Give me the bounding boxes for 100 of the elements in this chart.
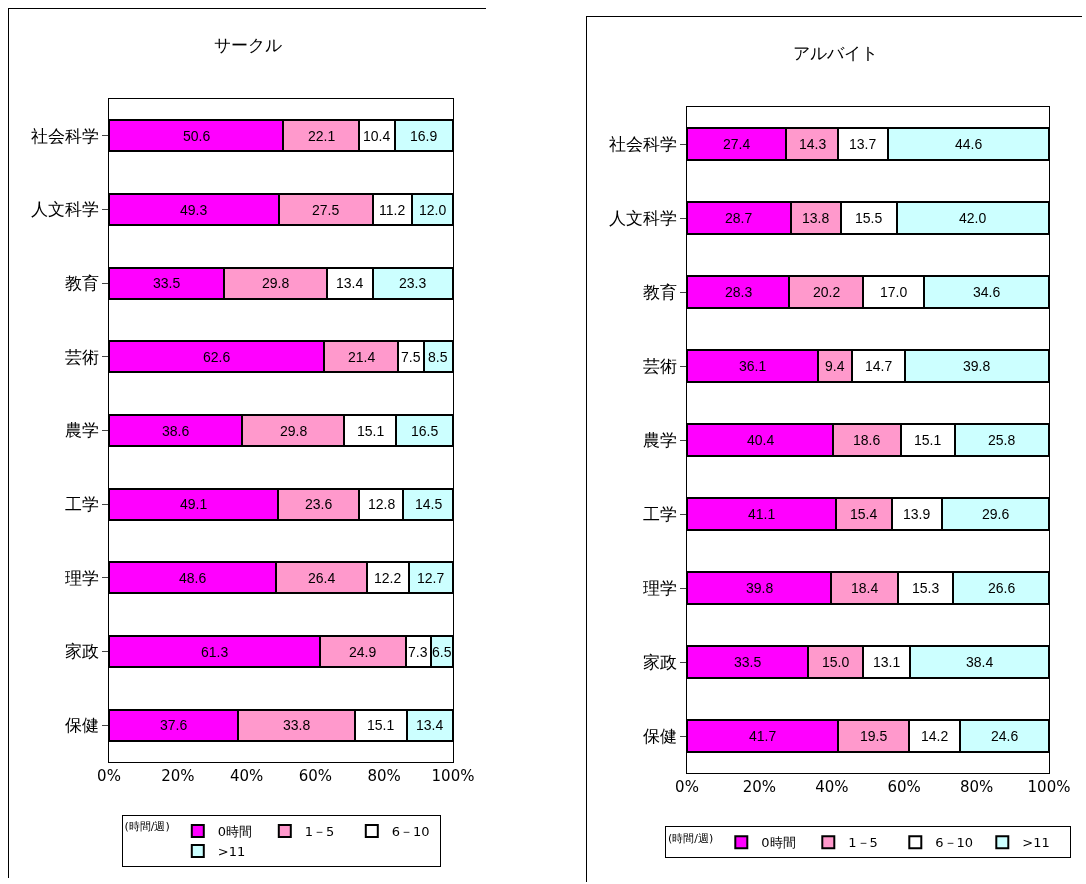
data-label: 13.4: [336, 275, 364, 291]
data-label: 23.3: [399, 275, 427, 291]
x-tick-label: 20%: [742, 778, 777, 796]
legend-label: 1－5: [848, 835, 878, 851]
data-label: 18.4: [851, 580, 879, 596]
data-label: 26.6: [988, 580, 1016, 596]
legend-label: 0時間: [217, 824, 253, 840]
data-label: 42.0: [959, 210, 987, 226]
data-label: 15.4: [850, 506, 878, 522]
data-label: 11.2: [379, 202, 406, 218]
data-label: 19.5: [860, 728, 888, 744]
y-tick-label: 人文科学: [608, 207, 677, 228]
data-label: 12.2: [374, 570, 402, 586]
data-label: 18.6: [853, 432, 881, 448]
data-label: 41.7: [749, 728, 777, 744]
data-label: 21.4: [348, 349, 376, 365]
y-tick-label: 人文科学: [30, 199, 99, 220]
data-label: 48.6: [179, 570, 207, 586]
x-tick-label: 80%: [959, 778, 994, 796]
legend-label: 0時間: [761, 835, 796, 851]
data-label: 13.8: [802, 210, 830, 226]
data-label: 50.6: [183, 128, 211, 144]
y-tick-label: 工学: [642, 503, 677, 524]
x-tick-label: 40%: [229, 767, 264, 785]
data-label: 37.6: [160, 717, 188, 733]
data-label: 33.5: [153, 275, 181, 291]
y-tick-label: 教育: [64, 273, 99, 294]
data-label: 14.3: [799, 136, 827, 152]
x-tick-label: 60%: [887, 778, 921, 796]
data-label: 62.6: [203, 349, 231, 365]
data-label: 14.5: [415, 496, 443, 512]
data-label: 15.3: [912, 580, 940, 596]
data-label: 49.3: [180, 202, 208, 218]
data-label: 12.0: [419, 202, 447, 218]
data-label: 13.1: [873, 654, 901, 670]
data-label: 16.9: [410, 128, 438, 144]
y-tick-label: 保健: [642, 725, 677, 746]
data-label: 39.8: [746, 580, 774, 596]
legend-title: (時間/週): [124, 820, 170, 834]
data-label: 29.6: [982, 506, 1010, 522]
data-label: 27.5: [312, 202, 340, 218]
x-tick-label: 0%: [97, 767, 121, 785]
data-label: 7.3: [408, 644, 428, 660]
data-label: 15.1: [914, 432, 942, 448]
y-tick-label: 芸術: [642, 355, 677, 376]
x-tick-label: 20%: [161, 767, 195, 785]
data-label: 12.7: [417, 570, 445, 586]
y-tick-label: 社会科学: [30, 125, 99, 146]
data-label: 38.4: [966, 654, 994, 670]
data-label: 15.0: [822, 654, 850, 670]
y-tick-label: 農学: [64, 420, 99, 441]
data-label: 13.7: [849, 136, 877, 152]
data-label: 27.4: [723, 136, 751, 152]
data-label: 36.1: [739, 358, 767, 374]
y-tick-label: 教育: [642, 281, 677, 302]
chart-title: サークル: [214, 35, 282, 56]
data-label: 40.4: [747, 432, 775, 448]
x-tick-label: 100%: [431, 767, 475, 785]
data-label: 15.5: [855, 210, 883, 226]
y-tick-label: 芸術: [64, 346, 99, 367]
data-label: 20.2: [813, 284, 841, 300]
data-label: 9.4: [825, 358, 845, 374]
data-label: 7.5: [401, 349, 421, 365]
x-tick-label: 40%: [815, 778, 849, 796]
data-label: 14.7: [865, 358, 893, 374]
y-tick-label: 理学: [642, 577, 677, 598]
legend-label: 1－5: [304, 824, 335, 840]
data-label: 34.6: [973, 284, 1001, 300]
data-label: 33.8: [283, 717, 311, 733]
data-label: 13.9: [903, 506, 931, 522]
data-label: 12.8: [368, 496, 396, 512]
legend-title: (時間/週): [668, 831, 714, 845]
data-label: 22.1: [308, 128, 336, 144]
data-label: 29.8: [262, 275, 290, 291]
x-tick-label: 0%: [675, 778, 699, 796]
data-label: 28.3: [725, 284, 753, 300]
data-label: 6.5: [432, 644, 452, 660]
data-label: 33.5: [734, 654, 762, 670]
data-label: 41.1: [748, 506, 776, 522]
legend-label: 6－10: [391, 824, 430, 840]
data-label: 10.4: [363, 128, 391, 144]
legend-label: 6－10: [935, 835, 974, 851]
y-tick-label: 農学: [642, 429, 677, 450]
data-label: 26.4: [308, 570, 336, 586]
x-tick-label: 80%: [367, 767, 401, 785]
data-label: 38.6: [162, 423, 190, 439]
data-label: 8.5: [428, 349, 448, 365]
data-label: 24.6: [991, 728, 1019, 744]
x-tick-label: 60%: [298, 767, 333, 785]
data-label: 14.2: [921, 728, 949, 744]
y-tick-label: 家政: [64, 641, 99, 662]
data-label: 24.9: [349, 644, 377, 660]
y-tick-label: 保健: [64, 715, 99, 736]
data-label: 39.8: [963, 358, 991, 374]
data-label: 13.4: [416, 717, 444, 733]
data-label: 16.5: [411, 423, 439, 439]
y-tick-label: 社会科学: [608, 133, 677, 154]
legend-label: >11: [217, 843, 246, 859]
data-label: 61.3: [201, 644, 229, 660]
data-label: 49.1: [180, 496, 208, 512]
